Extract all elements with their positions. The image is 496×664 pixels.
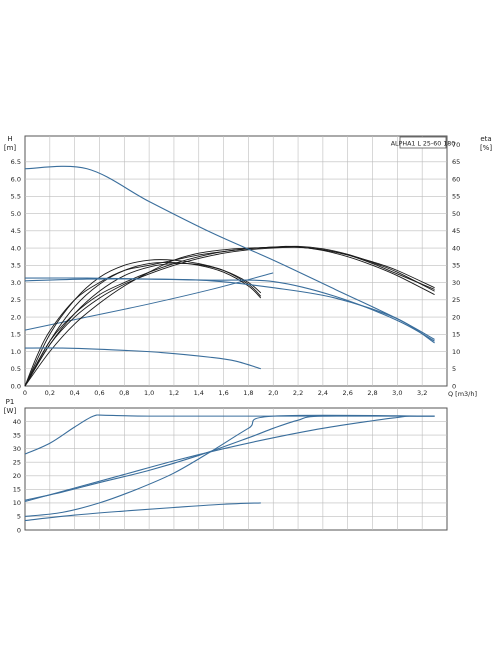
- power-curve: [24, 415, 435, 503]
- power-y-tick-label: 30: [13, 445, 21, 453]
- head-chart-x-ticks: 0 0,2 0,4 0,6 0,8 1,0 1,2 1,4 1,6 1,8 2,0 2,2 2,4 2,6…: [23, 389, 427, 397]
- eta-tick-label: 45: [452, 227, 460, 235]
- power-chart-grid: [25, 408, 447, 530]
- power-axis-label: P1: [6, 398, 15, 406]
- power-chart-y-ticks: 0 5 10 15 20 25 30 35 40: [13, 418, 21, 534]
- eta-tick-label: 25: [452, 296, 460, 304]
- eta-axis-label: eta: [480, 135, 491, 143]
- head-y-tick-label: 5.5: [11, 193, 21, 201]
- power-y-tick-label: 10: [13, 499, 21, 507]
- power-curve: [24, 415, 435, 501]
- eta-tick-label: 70: [452, 141, 460, 149]
- eta-tick-label: 35: [452, 262, 460, 270]
- head-y-tick-label: 6.0: [11, 175, 21, 183]
- head-chart-y2-ticks: 0 5 10 15 20 25 30 35 40 45 50 55 60 65 70: [452, 141, 460, 390]
- power-curve: [24, 502, 261, 522]
- power-chart: 0 5 10 15 20 25 30 35 40 P1 [W]: [4, 398, 448, 534]
- head-y-tick-label: 2.0: [11, 313, 21, 321]
- head-y-tick-label: 0.0: [11, 382, 21, 390]
- head-curve: [24, 277, 435, 342]
- head-x-tick-label: 2,2: [293, 389, 303, 397]
- head-x-tick-label: 1,8: [243, 389, 253, 397]
- head-y-tick-label: 4.5: [11, 227, 21, 235]
- eta-tick-label: 50: [452, 210, 460, 218]
- power-y-tick-label: 20: [13, 472, 21, 480]
- eta-tick-label: 30: [452, 279, 460, 287]
- power-axis-unit: [W]: [4, 407, 17, 415]
- head-chart-series: [24, 165, 435, 387]
- head-x-tick-label: 1,0: [144, 389, 154, 397]
- head-x-tick-label: 2,6: [343, 389, 353, 397]
- power-curve: [24, 414, 435, 517]
- eta-tick-label: 55: [452, 193, 460, 201]
- head-y-tick-label: 5.0: [11, 210, 21, 218]
- head-y-tick-label: 3.0: [11, 279, 21, 287]
- head-x-tick-label: 0,4: [69, 389, 79, 397]
- power-y-tick-label: 0: [17, 526, 21, 534]
- eta-tick-label: 20: [452, 313, 460, 321]
- head-y-tick-label: 4.0: [11, 244, 21, 252]
- eta-tick-label: 65: [452, 158, 460, 166]
- power-y-tick-label: 5: [17, 513, 21, 521]
- head-y-tick-label: 3.5: [11, 262, 21, 270]
- eta-tick-label: 60: [452, 175, 460, 183]
- power-y-tick-label: 15: [13, 486, 21, 494]
- head-x-tick-label: 0,8: [119, 389, 129, 397]
- eta-tick-label: 40: [452, 244, 460, 252]
- head-y-tick-label: 1.0: [11, 348, 21, 356]
- head-x-tick-label: 0,6: [94, 389, 104, 397]
- efficiency-curve: [24, 261, 262, 387]
- head-x-tick-label: 2,8: [367, 389, 377, 397]
- power-y-tick-label: 40: [13, 418, 21, 426]
- head-y-tick-label: 0.5: [11, 365, 21, 373]
- efficiency-curve: [24, 259, 262, 387]
- head-y-tick-label: 6.5: [11, 158, 21, 166]
- power-y-tick-label: 35: [13, 431, 21, 439]
- head-y-tick-label: 2.5: [11, 296, 21, 304]
- head-x-tick-label: 0,2: [45, 389, 55, 397]
- chart-title-box: [399, 136, 447, 149]
- head-axis-unit: [m]: [4, 144, 17, 152]
- eta-tick-label: 5: [452, 365, 456, 373]
- head-curve: [24, 347, 261, 370]
- power-chart-series: [24, 414, 435, 522]
- efficiency-curve: [24, 245, 435, 387]
- power-y-tick-label: 25: [13, 459, 21, 467]
- head-x-tick-label: 3,0: [392, 389, 402, 397]
- head-chart-y-ticks: 0.0 0.5 1.0 1.5 2.0 2.5 3.0 3.5 4.0 4.5 5.0 5.5 6.0 6…: [11, 158, 21, 390]
- power-chart-frame: [24, 407, 448, 531]
- head-x-tick-label: 3,2: [417, 389, 427, 397]
- head-curve: [24, 278, 435, 344]
- eta-tick-label: 15: [452, 331, 460, 339]
- head-x-tick-label: 2,4: [318, 389, 328, 397]
- head-x-tick-label: 1,4: [194, 389, 204, 397]
- head-chart-frame: [24, 135, 448, 387]
- eta-tick-label: 0: [452, 382, 456, 390]
- head-x-tick-label: 1,2: [169, 389, 179, 397]
- head-x-tick-label: 0: [23, 389, 27, 397]
- eta-axis-unit: [%]: [480, 144, 492, 152]
- head-y-tick-label: 1.5: [11, 331, 21, 339]
- chart-title: ALPHA1 L 25-60 180: [391, 141, 456, 148]
- flow-axis-label: Q [m3/h]: [448, 390, 477, 398]
- head-x-tick-label: 2,0: [268, 389, 278, 397]
- head-chart: 0 0,2 0,4 0,6 0,8 1,0 1,2 1,4 1,6 1,8 2,0 2,2 2,4 2,6…: [4, 135, 492, 398]
- head-axis-label: H: [7, 135, 12, 143]
- eta-tick-label: 10: [452, 348, 460, 356]
- head-x-tick-label: 1,6: [218, 389, 228, 397]
